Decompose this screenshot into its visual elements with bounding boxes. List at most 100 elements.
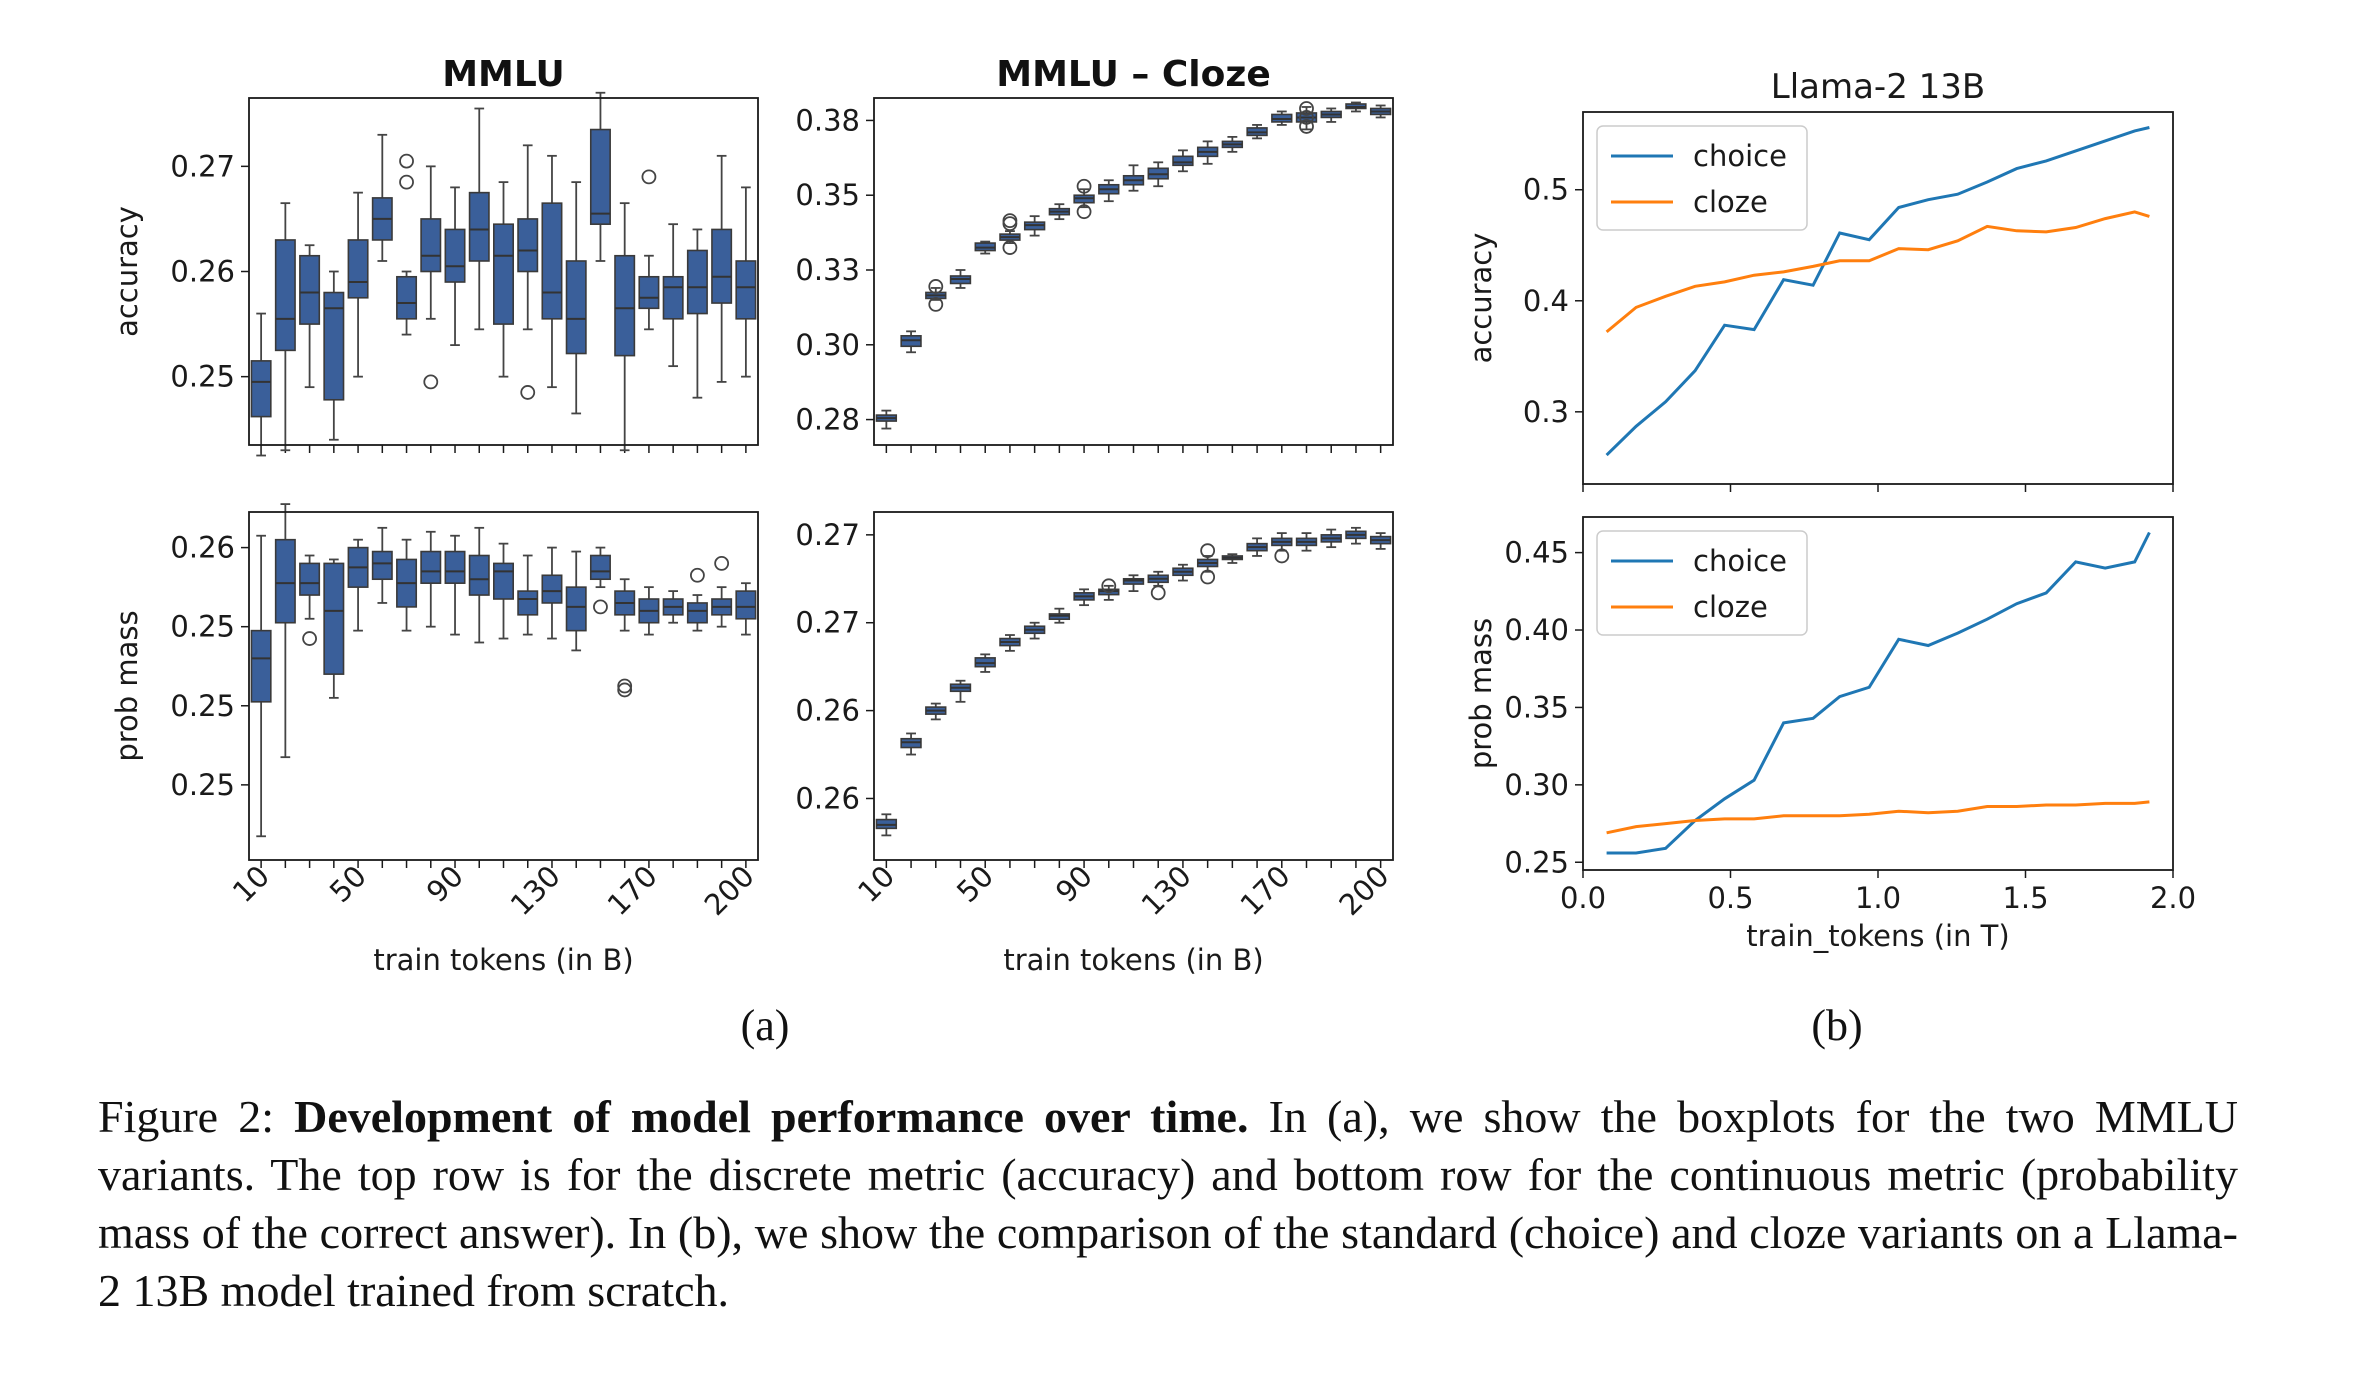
box-iqr (250, 629, 272, 703)
panel-llama-prob-mass: prob mass 0.25 0.30 0.35 0.40 0.45 0.0 0.5 1.0 1.… (1464, 516, 2196, 953)
x-tick-label: 50 (323, 859, 373, 909)
box-20 (1369, 104, 1392, 119)
box-6 (396, 538, 418, 632)
box-19 (1345, 526, 1367, 545)
box-8 (1073, 588, 1095, 607)
box-0 (250, 312, 272, 457)
box-20 (1369, 532, 1392, 550)
box-15 (1246, 537, 1268, 557)
y-tick-label: 0.5 (1523, 173, 1569, 207)
y-tick-label: 0.26 (170, 255, 235, 289)
box-1 (274, 202, 296, 452)
outlier-point (302, 631, 317, 646)
box-iqr (541, 574, 563, 604)
y-axis-label: accuracy (1464, 233, 1498, 364)
box-iqr (444, 228, 466, 283)
box-16 (1271, 532, 1293, 564)
outlier-point (1150, 585, 1166, 601)
box-iqr (589, 554, 611, 581)
box-17 (1295, 532, 1318, 552)
box-12 (541, 154, 563, 389)
figure-caption: Figure 2: Development of model performan… (98, 1088, 2238, 1320)
box-iqr (493, 562, 514, 600)
box-5 (999, 213, 1021, 255)
box-iqr (565, 260, 587, 355)
box-iqr (250, 360, 272, 418)
panel-llama-accuracy: Llama-2 13B accuracy 0.3 0.4 0.5 choice cloze (1464, 67, 2174, 492)
x-tick-label: 0.5 (1707, 881, 1753, 915)
box-16 (638, 169, 660, 331)
box-6 (1023, 215, 1046, 237)
x-tick-label: 10 (226, 859, 276, 909)
box-iqr (541, 202, 563, 320)
outlier-point (617, 682, 633, 698)
box-iqr (468, 191, 490, 262)
box-iqr (274, 239, 296, 352)
y-tick-label: 0.25 (170, 689, 235, 723)
box-10 (1122, 164, 1145, 192)
box-15 (1246, 124, 1268, 140)
panel-title: MMLU (442, 54, 565, 95)
series-line-choice (1605, 126, 2150, 457)
x-tick-label: 200 (698, 859, 761, 922)
outlier-point (617, 678, 633, 694)
box-3 (323, 270, 345, 441)
box-13 (565, 550, 587, 652)
x-tick-label: 130 (504, 859, 567, 922)
x-tick-label: 170 (601, 859, 664, 922)
box-iqr (347, 239, 369, 299)
legend: choice cloze (1596, 125, 1808, 231)
y-tick-label: 0.3 (1523, 395, 1569, 429)
axes-frame (873, 97, 1394, 446)
box-15 (614, 578, 636, 698)
box-iqr (517, 590, 539, 616)
y-tick-label: 0.30 (795, 328, 860, 362)
box-iqr (323, 291, 345, 401)
box-9 (468, 526, 490, 644)
outlier-point (928, 297, 944, 312)
box-4 (974, 240, 996, 255)
x-tick-label: 170 (1234, 859, 1297, 922)
outlier-point (1002, 216, 1018, 232)
box-14 (589, 546, 611, 615)
box-3 (949, 269, 972, 289)
box-20 (735, 186, 757, 378)
box-17 (662, 590, 684, 624)
y-tick-label: 0.30 (1504, 768, 1569, 802)
x-tick-label: 130 (1135, 859, 1198, 922)
box-iqr (735, 260, 757, 320)
axes-frame (248, 511, 759, 861)
box-iqr (493, 223, 514, 325)
box-12 (1172, 149, 1194, 173)
box-19 (711, 556, 733, 628)
box-iqr (274, 538, 296, 624)
box-9 (1098, 179, 1120, 203)
legend-label-cloze: cloze (1693, 185, 1768, 219)
box-2 (299, 244, 321, 389)
box-iqr (396, 275, 418, 320)
box-14 (1221, 135, 1244, 153)
legend-label-choice: choice (1693, 544, 1787, 578)
outlier-point (1101, 578, 1117, 594)
panel-mmlu-prob-mass: prob mass 0.25 0.25 0.25 0.26 10 50 90 130 170 200… (110, 503, 761, 977)
box-18 (1320, 528, 1342, 549)
box-18 (1320, 107, 1342, 123)
box-7 (420, 165, 442, 390)
y-tick-label: 0.25 (170, 768, 235, 802)
y-tick-label: 0.35 (795, 178, 860, 212)
caption-bold: Development of model performance over ti… (294, 1091, 1249, 1142)
box-10 (1122, 574, 1145, 592)
outlier-point (1076, 178, 1092, 194)
box-iqr (444, 550, 466, 584)
box-5 (999, 634, 1021, 652)
box-19 (711, 154, 733, 383)
y-tick-label: 0.40 (1504, 613, 1569, 647)
outlier-point (399, 174, 414, 190)
y-tick-label: 0.25 (1504, 845, 1569, 879)
box-1 (900, 330, 922, 354)
panel-title: MMLU – Cloze (996, 54, 1270, 95)
x-tick-label: 1.5 (2002, 881, 2048, 915)
box-12 (1172, 563, 1194, 582)
y-tick-label: 0.45 (1504, 536, 1569, 570)
